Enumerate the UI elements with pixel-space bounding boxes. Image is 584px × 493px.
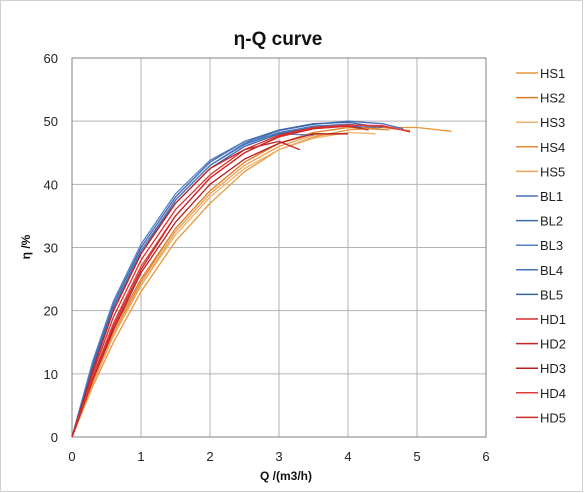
- legend: HS1 HS2 HS3 HS4 HS5 BL1 BL2 BL3 BL4 BL5 HD1 HD2 HD3 H…: [516, 66, 566, 425]
- legend-label-hd3: HD3: [540, 361, 566, 376]
- x-tick-label: 2: [206, 449, 213, 464]
- legend-label-hs3: HS3: [540, 115, 565, 130]
- series-line-hs4: [71, 126, 390, 438]
- legend-label-hd1: HD1: [540, 312, 566, 327]
- legend-label-hd2: HD2: [540, 337, 566, 352]
- y-axis-label: η /%: [19, 234, 33, 259]
- x-tick-label: 6: [482, 449, 489, 464]
- x-axis-label: Q /(m3/h): [260, 469, 312, 483]
- y-tick-label: 20: [44, 304, 58, 319]
- y-tick-label: 60: [44, 51, 58, 66]
- plot-series: [71, 120, 452, 438]
- plot-area: [71, 57, 487, 438]
- y-tick-label: 40: [44, 177, 58, 192]
- chart-title: η-Q curve: [234, 29, 323, 50]
- x-tick-label: 0: [68, 449, 75, 464]
- y-tick-label: 0: [51, 430, 58, 445]
- y-tick-label: 30: [44, 241, 58, 256]
- legend-label-bl2: BL2: [540, 214, 563, 229]
- y-tick-labels: 0 10 20 30 40 50 60: [44, 51, 58, 445]
- y-tick-label: 50: [44, 114, 58, 129]
- y-tick-label: 10: [44, 367, 58, 382]
- legend-label-hd5: HD5: [540, 410, 566, 425]
- series-line-bl2: [71, 121, 383, 438]
- series-line-hd2: [71, 140, 300, 438]
- x-tick-labels: 0 1 2 3 4 5 6: [68, 449, 489, 464]
- x-tick-label: 3: [275, 449, 282, 464]
- series-line-bl4: [71, 123, 376, 438]
- legend-label-bl5: BL5: [540, 287, 563, 302]
- series-line-hd5: [71, 125, 369, 438]
- legend-label-hs4: HS4: [540, 140, 565, 155]
- x-tick-label: 1: [137, 449, 144, 464]
- legend-label-bl1: BL1: [540, 189, 563, 204]
- legend-label-hs2: HS2: [540, 91, 565, 106]
- legend-label-hs5: HS5: [540, 164, 565, 179]
- legend-label-bl3: BL3: [540, 238, 563, 253]
- x-tick-label: 5: [413, 449, 420, 464]
- legend-label-hd4: HD4: [540, 386, 566, 401]
- series-line-hs5: [71, 133, 349, 438]
- legend-label-bl4: BL4: [540, 263, 563, 278]
- legend-label-hs1: HS1: [540, 66, 565, 81]
- x-tick-label: 4: [344, 449, 351, 464]
